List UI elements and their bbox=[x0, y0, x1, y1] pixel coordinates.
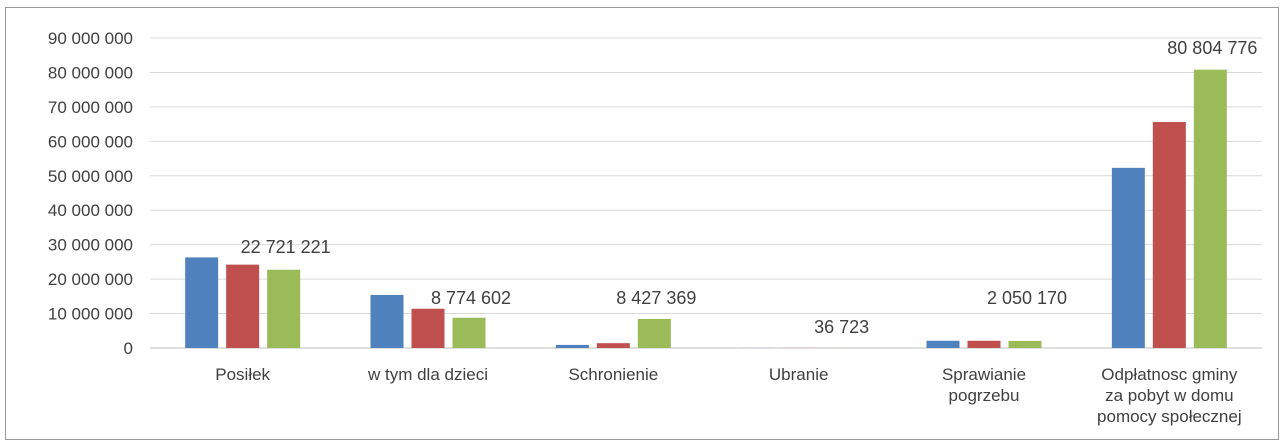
bar bbox=[1193, 69, 1227, 349]
x-category-label: pogrzebu bbox=[949, 386, 1020, 405]
y-tick-label: 70 000 000 bbox=[48, 98, 133, 117]
bar bbox=[411, 308, 445, 348]
bar bbox=[555, 344, 589, 348]
y-axis-tick-labels: 0 10 000 000 20 000 000 30 000 000 40 000 00… bbox=[48, 29, 133, 358]
data-label: 8 427 369 bbox=[616, 288, 696, 308]
bar bbox=[1008, 340, 1042, 348]
bar bbox=[967, 340, 1001, 348]
gridlines bbox=[150, 37, 1262, 349]
y-tick-label: 20 000 000 bbox=[48, 270, 133, 289]
chart-frame bbox=[5, 7, 1279, 440]
y-tick-label: 50 000 000 bbox=[48, 167, 133, 186]
x-category-label: Sprawianie bbox=[942, 365, 1026, 384]
bar bbox=[452, 317, 486, 348]
y-tick-label: 80 000 000 bbox=[48, 63, 133, 82]
data-label: 80 804 776 bbox=[1167, 38, 1257, 58]
x-category-label: w tym dla dzieci bbox=[367, 365, 488, 384]
data-label: 36 723 bbox=[814, 317, 869, 337]
data-label: 22 721 221 bbox=[241, 237, 331, 257]
bar bbox=[596, 343, 630, 348]
bar bbox=[267, 269, 301, 348]
x-category-label: pomocy społecznej bbox=[1097, 407, 1242, 426]
y-tick-label: 90 000 000 bbox=[48, 29, 133, 48]
x-category-label: za pobyt w domu bbox=[1105, 386, 1234, 405]
bar bbox=[1152, 122, 1186, 349]
data-label: 8 774 602 bbox=[431, 288, 511, 308]
x-category-label: Posiłek bbox=[215, 365, 270, 384]
bar bbox=[637, 318, 671, 348]
bars bbox=[185, 69, 1227, 349]
x-category-label: Ubranie bbox=[769, 365, 829, 384]
y-tick-label: 40 000 000 bbox=[48, 201, 133, 220]
bar bbox=[185, 257, 219, 348]
x-axis-category-labels: Posiłek w tym dla dzieci Schronienie Ubrani… bbox=[215, 365, 1241, 426]
bar bbox=[926, 340, 960, 348]
y-tick-label: 0 bbox=[124, 339, 133, 358]
bar bbox=[1111, 167, 1145, 348]
y-tick-label: 30 000 000 bbox=[48, 236, 133, 255]
data-labels: 22 721 221 8 774 602 8 427 369 36 723 2 050 … bbox=[241, 38, 1258, 337]
y-tick-label: 10 000 000 bbox=[48, 305, 133, 324]
y-tick-label: 60 000 000 bbox=[48, 132, 133, 151]
bar bbox=[226, 264, 260, 348]
bar bbox=[370, 294, 404, 348]
data-label: 2 050 170 bbox=[987, 288, 1067, 308]
x-category-label: Schronienie bbox=[568, 365, 658, 384]
x-category-label: Odpłatnosc gminy bbox=[1101, 365, 1238, 384]
